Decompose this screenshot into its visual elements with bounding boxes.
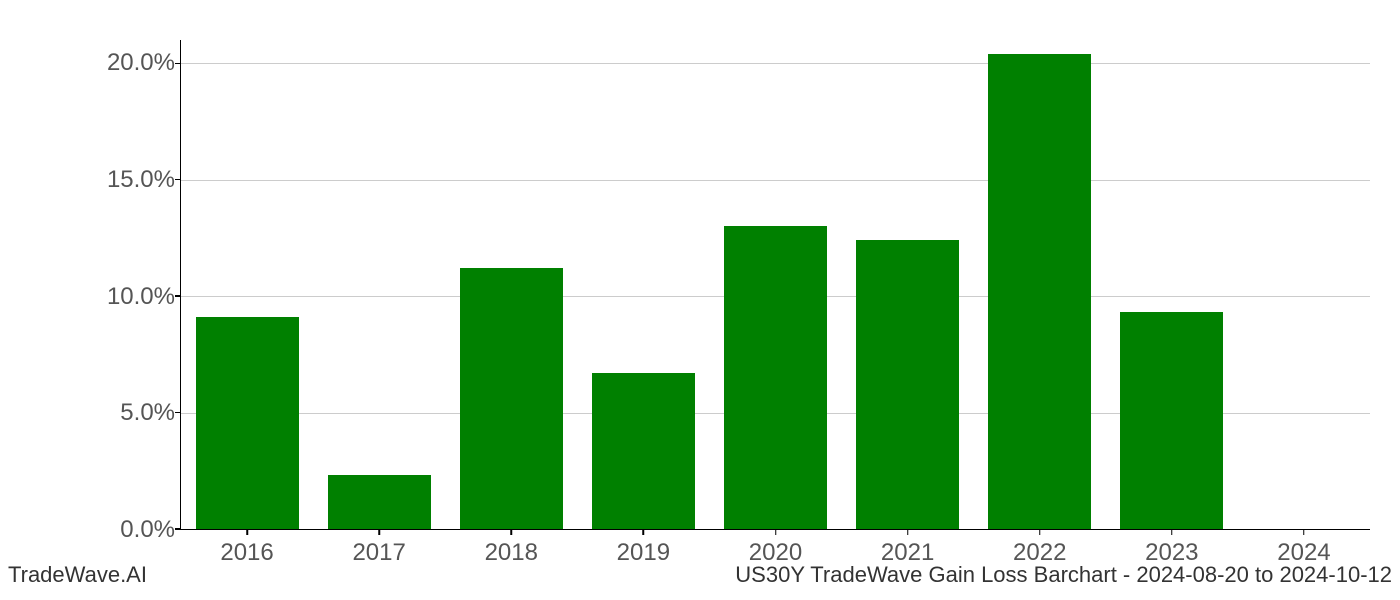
x-tick-label: 2018 (485, 539, 538, 567)
y-tick-mark (175, 179, 181, 181)
gridline (181, 63, 1370, 64)
y-tick-label: 5.0% (120, 399, 175, 427)
y-tick-label: 0.0% (120, 516, 175, 544)
bar (328, 475, 431, 529)
x-tick-mark (378, 529, 380, 535)
x-tick-label: 2019 (617, 539, 670, 567)
chart-container: 201620172018201920202021202220232024 (180, 40, 1370, 530)
x-tick-mark (907, 529, 909, 535)
x-tick-mark (511, 529, 513, 535)
x-tick-mark (1171, 529, 1173, 535)
y-tick-label: 15.0% (107, 166, 175, 194)
footer-left-text: TradeWave.AI (8, 562, 147, 588)
x-tick-mark (775, 529, 777, 535)
x-tick-label: 2016 (220, 539, 273, 567)
x-tick-mark (1039, 529, 1041, 535)
y-tick-label: 10.0% (107, 283, 175, 311)
y-tick-mark (175, 295, 181, 297)
y-tick-mark (175, 412, 181, 414)
gridline (181, 180, 1370, 181)
x-tick-mark (246, 529, 248, 535)
y-tick-mark (175, 528, 181, 530)
bar (460, 268, 563, 529)
bar (196, 317, 299, 529)
bar (856, 240, 959, 529)
y-tick-label: 20.0% (107, 49, 175, 77)
y-tick-mark (175, 63, 181, 65)
x-tick-mark (1303, 529, 1305, 535)
bar (988, 54, 1091, 529)
x-tick-label: 2017 (352, 539, 405, 567)
bar (1120, 312, 1223, 529)
bar (724, 226, 827, 529)
bar (592, 373, 695, 529)
footer-right-text: US30Y TradeWave Gain Loss Barchart - 202… (735, 562, 1392, 588)
x-tick-mark (643, 529, 645, 535)
plot-area: 201620172018201920202021202220232024 (180, 40, 1370, 530)
